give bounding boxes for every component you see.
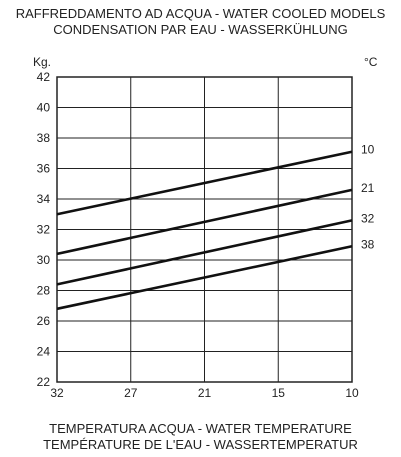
y-tick-label: 32 [37,223,51,237]
x-tick-label: 15 [272,386,286,400]
x-tick-label: 10 [345,386,359,400]
y-tick-label: 40 [37,101,51,115]
y-tick-label: 30 [37,253,51,267]
x-tick-label: 27 [124,386,138,400]
y-tick-label: 36 [37,162,51,176]
series-line-38 [56,245,353,311]
y-tick-label: 42 [37,70,51,84]
series-label-32: 32 [361,211,375,225]
chart-title-line-1: RAFFREDDAMENTO AD ACQUA - WATER COOLED M… [15,6,386,21]
series-line-10 [56,150,353,216]
x-tick-label: 21 [198,386,212,400]
series-label-38: 38 [361,237,375,251]
x-tick-label: 32 [50,386,64,400]
series-line-32 [56,219,353,286]
plot-frame [56,76,353,383]
x-axis-title-line-1: TEMPERATURA ACQUA - WATER TEMPERATURE [49,421,352,436]
x-axis-title-line-2: TEMPÉRATURE DE L'EAU - WASSERTEMPERATUR [43,437,358,452]
series-line-21 [56,188,353,256]
chart-title-line-2: CONDENSATION PAR EAU - WASSERKÜHLUNG [53,22,348,37]
series-label-21: 21 [361,181,375,195]
y-tick-label: 38 [37,131,51,145]
y-tick-label: 22 [37,375,51,389]
y-tick-label: 24 [37,345,51,359]
y-axis-label: Kg. [33,55,51,69]
series-unit-label: °C [364,55,378,69]
y-tick-label: 26 [37,314,51,328]
series-label-10: 10 [361,143,375,157]
y-tick-label: 28 [37,284,51,298]
y-tick-label: 34 [37,192,51,206]
